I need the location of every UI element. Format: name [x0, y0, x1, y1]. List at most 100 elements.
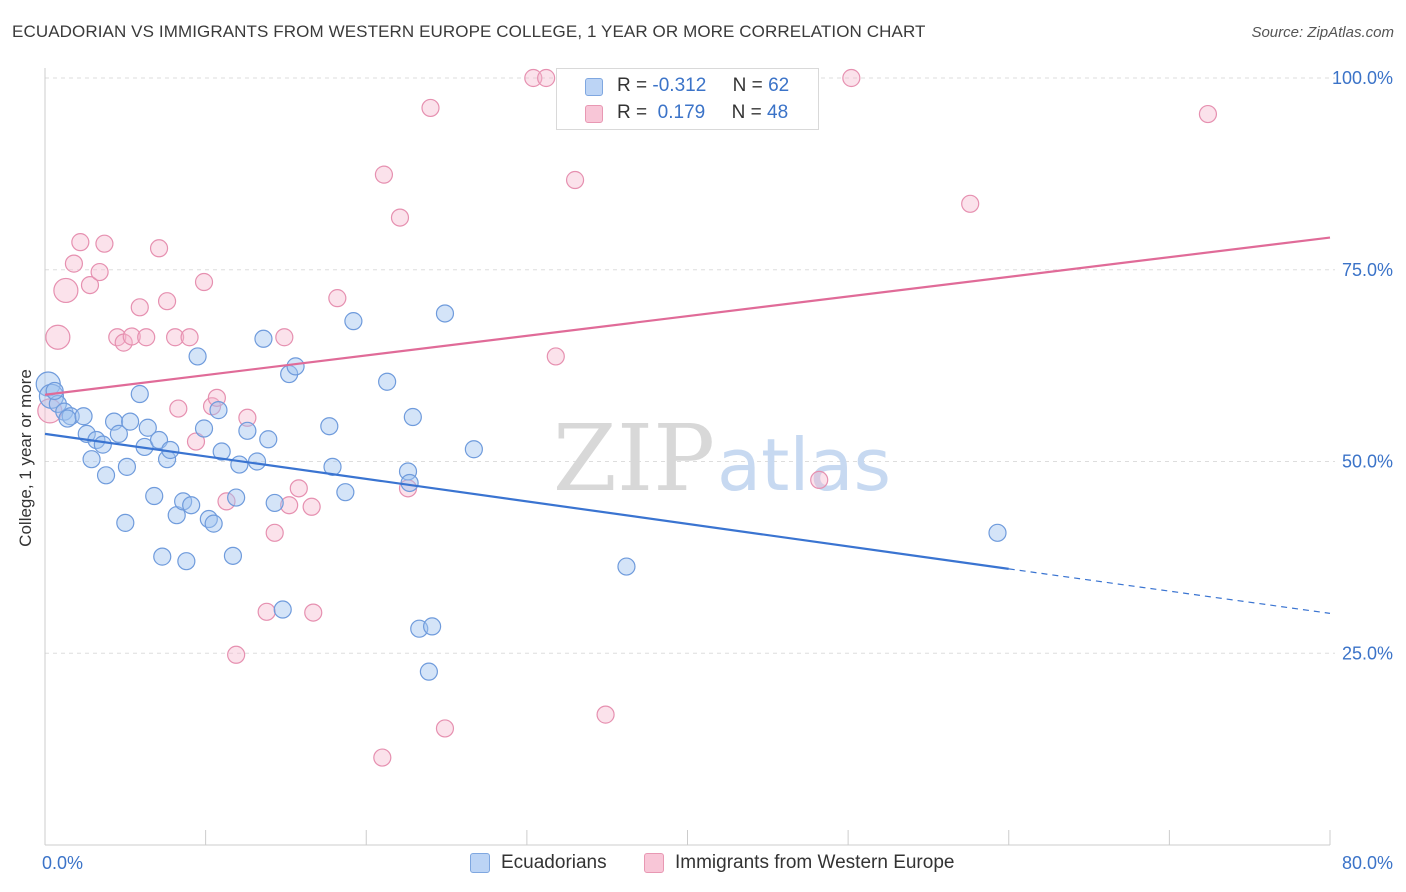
ecuadorians-point: [230, 455, 249, 474]
western-europe-point: [137, 328, 156, 347]
y-tick-label: 75.0%: [1342, 260, 1393, 280]
ecuadorians-point: [223, 546, 243, 565]
western-europe-point: [275, 328, 294, 347]
ecuadorians-point: [336, 483, 355, 502]
western-europe-point: [257, 602, 276, 621]
western-europe-point: [596, 705, 615, 724]
ecuadorians-point: [116, 513, 135, 532]
ecuadorians-point: [320, 417, 339, 436]
ecuadorians-point: [121, 412, 140, 431]
western-europe-point: [435, 719, 455, 738]
ecuadorians-point: [153, 547, 172, 566]
ecuadorians-point: [82, 450, 101, 469]
bottom-legend-swatch-ecuadorians: [470, 853, 490, 873]
western-europe-point: [227, 645, 246, 664]
bottom-legend-swatch-western-europe: [644, 853, 664, 873]
western-europe-point: [238, 408, 257, 427]
western-europe-point: [1198, 104, 1218, 124]
western-europe-point: [537, 68, 556, 88]
y-tick-label: 100.0%: [1332, 68, 1393, 88]
western-europe-point: [328, 289, 347, 308]
western-europe-point: [842, 68, 861, 88]
western-europe-point: [90, 262, 109, 282]
ecuadorians-point: [188, 347, 207, 366]
legend-n-value: 62: [768, 75, 790, 96]
correlation-legend: R = -0.312 N = 62 R = 0.179 N = 48: [556, 68, 819, 130]
trend-lines: [44, 236, 1331, 614]
western-europe-point: [373, 748, 392, 767]
western-europe-point: [80, 275, 100, 295]
ecuadorians-point: [464, 440, 483, 459]
bottom-legend-label-ecuadorians: Ecuadorians: [501, 852, 607, 873]
ecuadorians-point: [58, 409, 77, 428]
western-europe-point: [265, 523, 284, 542]
axes: [44, 68, 1331, 846]
western-europe-point: [374, 165, 394, 184]
y-axis-label: College, 1 year or more: [16, 369, 35, 547]
western-europe-point: [302, 497, 321, 516]
ecuadorians-point: [617, 557, 636, 576]
western-europe-point: [304, 603, 323, 622]
ecuadorians-point: [212, 442, 231, 461]
western-europe-point: [149, 239, 169, 258]
series-ecuadorians-points: [35, 304, 1007, 681]
western-europe-point: [810, 470, 829, 490]
ecuadorians-point: [96, 466, 116, 485]
western-europe-point: [95, 234, 114, 253]
ecuadorians-trend-line: [44, 432, 1009, 570]
western-europe-point: [130, 298, 149, 317]
western-europe-point: [217, 492, 236, 511]
ecuadorians-point: [204, 514, 223, 533]
y-tick-label: 25.0%: [1342, 643, 1393, 663]
ecuadorians-point: [259, 430, 278, 449]
western-europe-point: [546, 347, 565, 366]
ecuadorians-point: [182, 496, 201, 515]
western-europe-point: [565, 170, 585, 190]
bottom-legend-label-western-europe: Immigrants from Western Europe: [675, 852, 955, 873]
ecuadorians-point: [419, 662, 438, 681]
ecuadorians-point: [109, 424, 128, 443]
ecuadorians-point: [273, 600, 292, 619]
western-europe-point: [64, 254, 84, 273]
legend-r-value: 0.179: [652, 102, 706, 123]
ecuadorians-point: [145, 486, 164, 506]
ecuadorians-trend-extension: [1008, 568, 1331, 614]
western-europe-point: [421, 98, 440, 118]
ecuadorians-point: [435, 304, 455, 323]
watermark-zip: ZIP: [553, 405, 715, 512]
watermark: ZIP atlas: [553, 405, 891, 512]
legend-swatch-western-europe: [585, 105, 603, 123]
western-europe-point: [122, 327, 141, 346]
western-europe-point: [166, 328, 185, 347]
y-tick-label: 50.0%: [1342, 452, 1393, 472]
western-europe-point: [45, 324, 71, 350]
x-tick-label: 0.0%: [42, 853, 83, 873]
ecuadorians-point: [988, 523, 1007, 542]
ecuadorians-point: [138, 418, 157, 437]
western-europe-point: [71, 233, 90, 252]
ecuadorians-point: [378, 372, 397, 391]
ecuadorians-point: [323, 457, 342, 476]
ecuadorians-point: [117, 457, 137, 476]
western-europe-point: [524, 68, 543, 88]
western-europe-point: [157, 292, 177, 311]
ecuadorians-point: [398, 462, 418, 481]
western-europe-point: [180, 328, 199, 347]
western-europe-trend-line: [44, 236, 1331, 396]
ecuadorians-point: [238, 421, 257, 440]
ecuadorians-point: [177, 552, 196, 571]
x-tick-label: 80.0%: [1342, 853, 1393, 873]
ecuadorians-point: [344, 312, 363, 331]
ecuadorians-point: [209, 401, 228, 420]
ecuadorians-point: [194, 419, 214, 438]
legend-n-label: N =: [731, 102, 762, 123]
ecuadorians-point: [403, 407, 422, 427]
ecuadorians-point: [247, 452, 267, 471]
western-europe-point: [289, 479, 308, 498]
legend-swatch-ecuadorians: [585, 78, 603, 96]
ecuadorians-point: [74, 407, 93, 426]
legend-r-value: -0.312: [652, 75, 707, 96]
western-europe-point: [169, 399, 188, 418]
ecuadorians-point: [227, 488, 246, 507]
